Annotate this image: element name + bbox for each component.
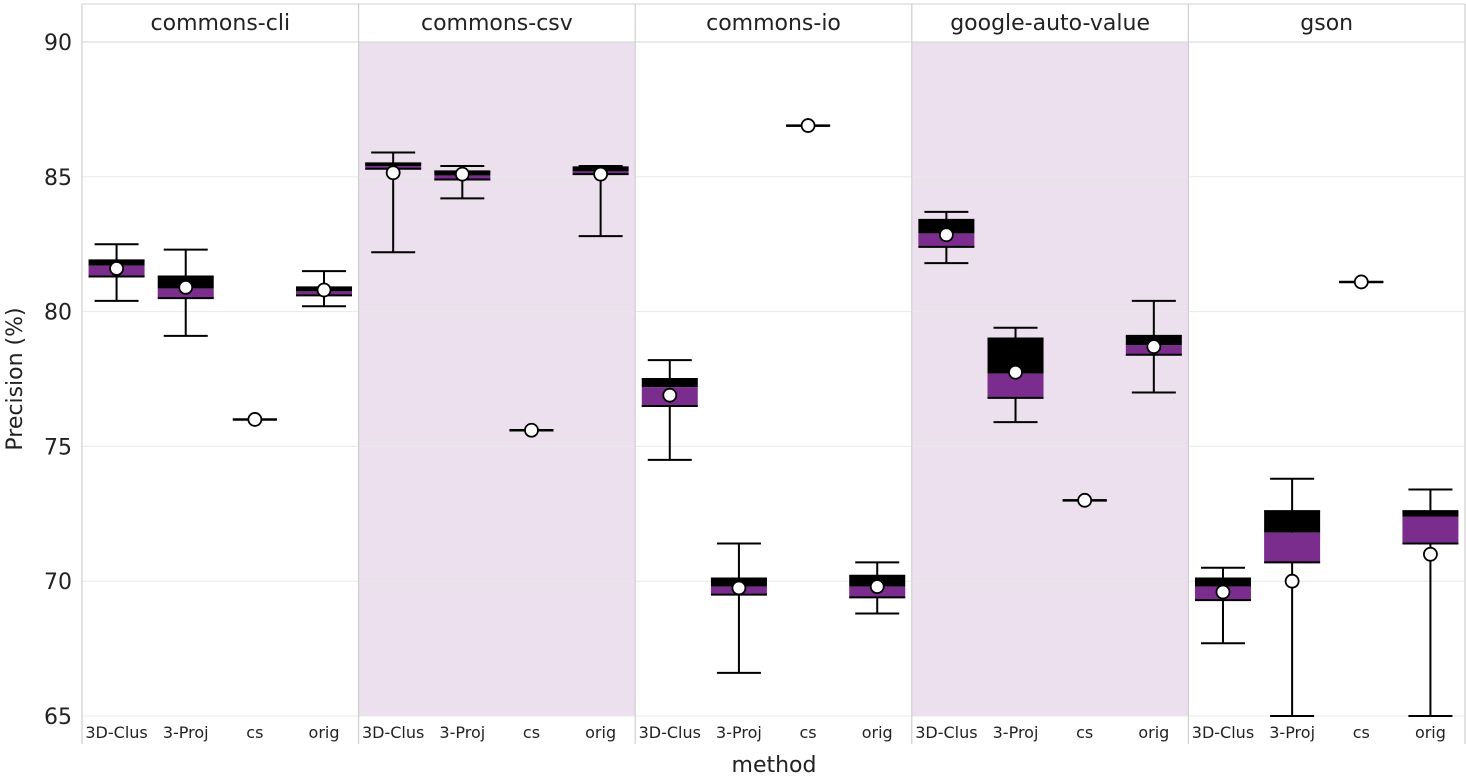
mean-point xyxy=(731,580,747,596)
x-tick-label: 3-Proj xyxy=(439,723,485,742)
x-tick-label: orig xyxy=(1138,723,1169,742)
x-tick-label: 3D-Clus xyxy=(85,723,147,742)
box-upper xyxy=(1402,511,1459,517)
x-tick-label: 3-Proj xyxy=(716,723,762,742)
facet-title: google-auto-value xyxy=(950,11,1150,36)
mean-point xyxy=(869,579,885,594)
x-tick-label: 3-Proj xyxy=(993,723,1039,742)
panel-background-shaded xyxy=(358,42,636,716)
box-commons-csv-3-Proj xyxy=(434,165,491,200)
box-gson-cs xyxy=(1339,274,1384,290)
mean-point xyxy=(109,261,124,276)
mean-point xyxy=(938,227,954,243)
panel-background-shaded xyxy=(911,42,1189,716)
box-upper xyxy=(1264,511,1321,533)
box-commons-cli-3D-Clus xyxy=(88,243,145,302)
box-commons-csv-orig xyxy=(572,165,629,238)
box-commons-csv-cs xyxy=(509,422,554,438)
y-tick-label: 85 xyxy=(44,166,72,191)
box-upper xyxy=(1194,578,1251,587)
box-google-auto-value-3-Proj xyxy=(987,326,1044,424)
mean-point xyxy=(385,165,401,181)
box-commons-io-3-Proj xyxy=(710,542,767,674)
mean-point xyxy=(247,412,263,427)
x-axis-label: method xyxy=(732,753,817,778)
y-tick-label: 65 xyxy=(44,705,72,730)
box-gson-orig xyxy=(1402,488,1459,717)
box-commons-io-3D-Clus xyxy=(641,359,698,461)
box-commons-cli-orig xyxy=(296,270,353,308)
x-tick-label: orig xyxy=(309,723,340,742)
mean-point xyxy=(593,166,609,182)
x-tick-label: orig xyxy=(1415,723,1446,742)
mean-point xyxy=(1077,492,1093,508)
mean-point xyxy=(454,166,470,182)
y-tick-label: 75 xyxy=(44,435,72,460)
box-commons-cli-cs xyxy=(232,412,277,427)
x-tick-label: cs xyxy=(246,723,263,742)
box-google-auto-value-cs xyxy=(1062,492,1107,508)
x-tick-label: cs xyxy=(1076,723,1093,742)
mean-point xyxy=(316,282,332,298)
box-google-auto-value-orig xyxy=(1125,299,1182,394)
marks-layer xyxy=(88,118,1459,717)
x-tick-label: 3-Proj xyxy=(1269,723,1315,742)
panels-layer xyxy=(358,42,1189,716)
y-axis-label: Precision (%) xyxy=(3,307,28,450)
box-commons-io-cs xyxy=(786,118,831,133)
box-upper xyxy=(641,379,698,388)
mean-point xyxy=(524,422,539,438)
box-upper xyxy=(365,163,422,167)
x-tick-label: cs xyxy=(800,723,817,742)
box-commons-csv-3D-Clus xyxy=(365,151,422,254)
mean-point xyxy=(178,279,194,295)
box-commons-cli-3-Proj xyxy=(157,248,214,337)
box-gson-3-Proj xyxy=(1264,477,1321,717)
mean-point xyxy=(1215,584,1231,600)
box-upper xyxy=(918,219,975,234)
facet-title: commons-cli xyxy=(151,11,291,36)
facet-title: gson xyxy=(1300,11,1353,36)
mean-point xyxy=(1423,546,1438,562)
mean-point xyxy=(1146,339,1162,355)
facet-title: commons-csv xyxy=(421,11,573,36)
x-tick-label: cs xyxy=(1353,723,1370,742)
facet-title: commons-io xyxy=(706,11,841,36)
box-gson-3D-Clus xyxy=(1194,566,1251,645)
mean-point xyxy=(1284,573,1300,589)
y-tick-label: 70 xyxy=(44,570,72,595)
grid-layer xyxy=(82,41,1465,717)
x-tick-label: cs xyxy=(523,723,540,742)
mean-point xyxy=(662,387,678,403)
axis-layer: 65 70 75 80 85 90 commons-cli 3D-Clus 3-Proj cs or… xyxy=(44,3,1466,744)
x-tick-label: orig xyxy=(585,723,616,742)
mean-point xyxy=(1008,364,1023,380)
mean-point xyxy=(1353,274,1369,290)
x-tick-label: 3D-Clus xyxy=(362,723,424,742)
x-tick-label: 3D-Clus xyxy=(639,723,701,742)
box-google-auto-value-3D-Clus xyxy=(918,210,975,265)
y-tick-label: 90 xyxy=(44,31,72,56)
x-tick-label: 3D-Clus xyxy=(1192,723,1254,742)
box-lower xyxy=(1402,516,1459,544)
x-tick-label: 3D-Clus xyxy=(915,723,977,742)
mean-point xyxy=(800,118,816,133)
box-commons-io-orig xyxy=(849,561,906,615)
box-lower xyxy=(1264,532,1321,563)
x-tick-label: orig xyxy=(862,723,893,742)
x-tick-label: 3-Proj xyxy=(163,723,209,742)
y-tick-label: 80 xyxy=(44,301,72,326)
